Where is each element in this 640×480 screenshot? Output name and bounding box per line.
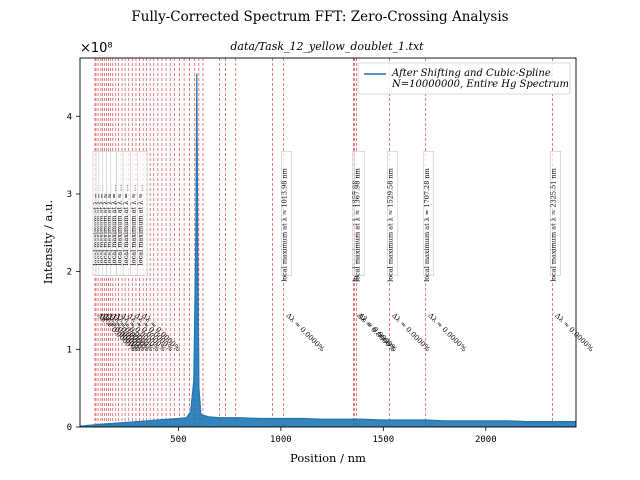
peak-label: local maximum at λ ≈ 1707.28 nm — [423, 168, 431, 282]
y-tick-label: 0 — [67, 423, 72, 433]
annotation-box — [137, 150, 148, 276]
chart-suptitle: Fully-Corrected Spectrum FFT: Zero-Cross… — [131, 9, 508, 25]
x-tick-label: 2000 — [475, 435, 497, 445]
peak-label: local maximum at λ ≈ … — [110, 185, 118, 266]
y-ticks: 0 1 2 3 4 — [67, 112, 80, 433]
delta-label: Δλ ≈ 0.0000% — [553, 312, 595, 354]
annotation-box — [550, 150, 561, 276]
series-line — [79, 73, 576, 427]
y-multiplier: ×10⁸ — [80, 41, 113, 56]
x-tick-label: 500 — [170, 435, 186, 445]
peak-label: local maximum at λ ≈ … — [98, 185, 106, 266]
plot-frame — [79, 57, 577, 428]
series-layer — [79, 73, 576, 427]
legend-label: After Shifting and Cubic-Spline N=1000000… — [391, 68, 569, 90]
peak-label: local maximum at λ ≈ … — [106, 185, 114, 266]
vertical-lines — [94, 58, 553, 427]
x-axis-label: Position / nm — [290, 451, 366, 465]
delta-label: Δλ ≈ 0.0000% — [284, 312, 326, 354]
legend: After Shifting and Cubic-Spline N=1000000… — [357, 62, 571, 95]
peak-label: local maximum at λ ≈ … — [129, 185, 137, 266]
peak-label: local maximum at λ ≈ 2325.51 nm — [550, 168, 558, 282]
chart-title: data/Task_12_yellow_doublet_1.txt — [230, 40, 424, 53]
annotation-box — [423, 150, 435, 276]
legend-box — [357, 62, 571, 95]
x-ticks: 500 1000 1500 2000 — [170, 427, 497, 445]
annotation-box — [354, 150, 365, 276]
peak-label: local maximum at λ ≈ … — [122, 185, 130, 266]
annotation-box — [387, 150, 398, 276]
y-axis-label: Intensity / a.u. — [41, 200, 55, 284]
y-tick-label: 2 — [67, 268, 72, 278]
series-area — [80, 73, 576, 427]
legend-label-line: After Shifting and Cubic-Spline — [391, 68, 551, 79]
legend-label-line: N=10000000, Entire Hg Spectrum — [391, 79, 569, 90]
peak-label: local maximum at λ ≈ 1013.98 nm — [281, 168, 289, 282]
delta-label: Δλ ≈ 0.0000% — [426, 312, 468, 354]
x-tick-label: 1500 — [372, 435, 394, 445]
peak-label: local maximum at λ ≈ … — [116, 185, 124, 266]
y-tick-label: 4 — [67, 112, 72, 122]
x-tick-label: 1000 — [270, 435, 292, 445]
y-tick-label: 3 — [67, 190, 72, 200]
peak-label: local maximum at λ ≈ 1367.98 nm — [353, 168, 361, 282]
peak-label: local maximum at λ ≈ 1529.58 nm — [386, 168, 394, 282]
peak-label: local maximum at λ ≈ … — [136, 185, 144, 266]
annotations: local maximum at λ ≈ … Δλ ≈ 0.0000% local … — [92, 150, 595, 354]
y-tick-label: 1 — [67, 345, 72, 355]
annotation-box — [281, 150, 292, 276]
peak-label: local maximum at λ ≈ … — [102, 185, 110, 266]
